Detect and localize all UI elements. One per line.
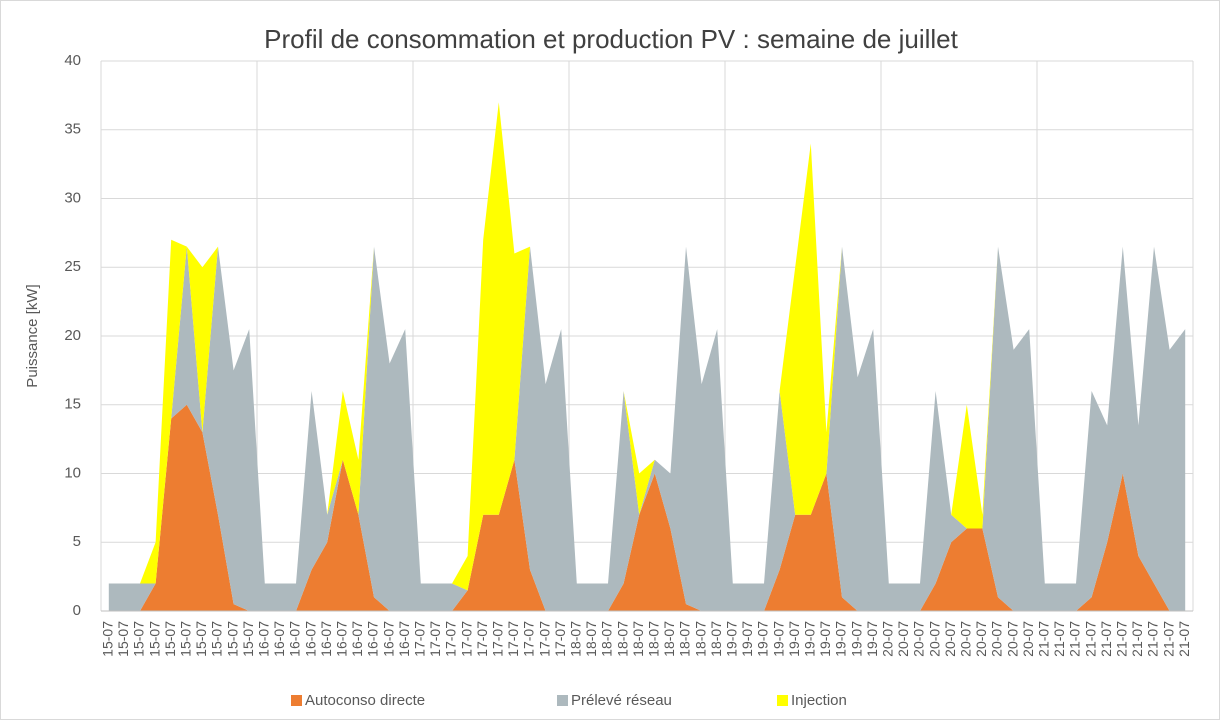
x-tick-label: 16-07 [396,621,412,657]
x-tick-label: 17-07 [443,621,459,657]
legend-label: Injection [791,692,847,709]
x-tick-label: 15-07 [240,621,256,657]
x-tick-label: 20-07 [1004,621,1020,657]
x-tick-label: 19-07 [739,621,755,657]
legend-swatch [777,695,788,706]
x-tick-label: 16-07 [365,621,381,657]
x-tick-label: 18-07 [583,621,599,657]
x-tick-label: 15-07 [224,621,240,657]
x-tick-label: 21-07 [1129,621,1145,657]
x-tick-label: 20-07 [895,621,911,657]
y-tick-label: 5 [73,533,81,550]
x-tick-label: 15-07 [131,621,147,657]
x-tick-label: 16-07 [334,621,350,657]
x-tick-label: 21-07 [1051,621,1067,657]
x-tick-label: 20-07 [911,621,927,657]
x-tick-label: 18-07 [568,621,584,657]
x-tick-label: 20-07 [926,621,942,657]
legend-label: Autoconso directe [305,692,425,709]
x-tick-label: 21-07 [1145,621,1161,657]
x-tick-label: 16-07 [380,621,396,657]
x-tick-label: 20-07 [942,621,958,657]
x-tick-label: 19-07 [802,621,818,657]
x-tick-label: 17-07 [427,621,443,657]
x-tick-label: 16-07 [302,621,318,657]
y-tick-label: 20 [64,327,81,344]
area [108,246,1186,611]
y-tick-label: 15 [64,396,81,413]
x-tick-label: 16-07 [256,621,272,657]
x-tick-label: 20-07 [1020,621,1036,657]
x-tick-label: 17-07 [521,621,537,657]
x-tick-label: 21-07 [1067,621,1083,657]
x-tick-label: 18-07 [599,621,615,657]
x-tick-label: 21-07 [1160,621,1176,657]
x-tick-label: 19-07 [755,621,771,657]
x-tick-label: 20-07 [989,621,1005,657]
chart-title: Profil de consommation et production PV … [264,24,958,54]
x-tick-label: 15-07 [162,621,178,657]
x-tick-label: 19-07 [724,621,740,657]
x-tick-label: 19-07 [848,621,864,657]
x-tick-label: 21-07 [1036,621,1052,657]
x-tick-label: 18-07 [708,621,724,657]
x-tick-label: 19-07 [786,621,802,657]
legend-swatch [557,695,568,706]
x-tick-label: 17-07 [490,621,506,657]
y-axis-label: Puissance [kW] [24,284,41,387]
x-tick-label: 18-07 [661,621,677,657]
x-tick-label: 17-07 [412,621,428,657]
x-tick-label: 15-07 [115,621,131,657]
y-tick-label: 0 [73,602,81,619]
x-tick-label: 18-07 [630,621,646,657]
x-tick-label: 18-07 [677,621,693,657]
y-tick-label: 10 [64,464,81,481]
x-tick-label: 20-07 [880,621,896,657]
x-tick-label: 16-07 [349,621,365,657]
y-tick-label: 30 [64,189,81,206]
x-tick-label: 18-07 [692,621,708,657]
x-tick-label: 21-07 [1176,621,1192,657]
legend: Autoconso directe Prélevé réseau Injection [291,692,847,709]
y-tick-label: 25 [64,258,81,275]
x-tick-label: 16-07 [318,621,334,657]
legend-label: Prélevé réseau [571,692,672,709]
x-tick-label: 15-07 [100,621,116,657]
x-tick-label: 17-07 [458,621,474,657]
x-tick-label: 17-07 [505,621,521,657]
x-tick-label: 18-07 [646,621,662,657]
area [108,404,1186,611]
legend-swatch [291,695,302,706]
x-tick-label: 15-07 [193,621,209,657]
x-tick-label: 19-07 [770,621,786,657]
x-tick-label: 15-07 [146,621,162,657]
plot-area [108,102,1186,611]
x-tick-label: 18-07 [614,621,630,657]
x-tick-label: 16-07 [271,621,287,657]
x-tick-label: 16-07 [287,621,303,657]
x-tick-label: 19-07 [833,621,849,657]
x-tick-label: 20-07 [958,621,974,657]
y-tick-label: 40 [64,52,81,69]
x-tick-label: 15-07 [209,621,225,657]
x-tick-label: 19-07 [817,621,833,657]
x-tick-label: 19-07 [864,621,880,657]
x-tick-label: 20-07 [973,621,989,657]
x-tick-label: 21-07 [1114,621,1130,657]
x-tick-label: 15-07 [178,621,194,657]
x-tick-label: 21-07 [1098,621,1114,657]
x-tick-label: 17-07 [474,621,490,657]
x-tick-label: 21-07 [1082,621,1098,657]
x-tick-label: 17-07 [536,621,552,657]
y-tick-label: 35 [64,121,81,138]
x-tick-label: 17-07 [552,621,568,657]
